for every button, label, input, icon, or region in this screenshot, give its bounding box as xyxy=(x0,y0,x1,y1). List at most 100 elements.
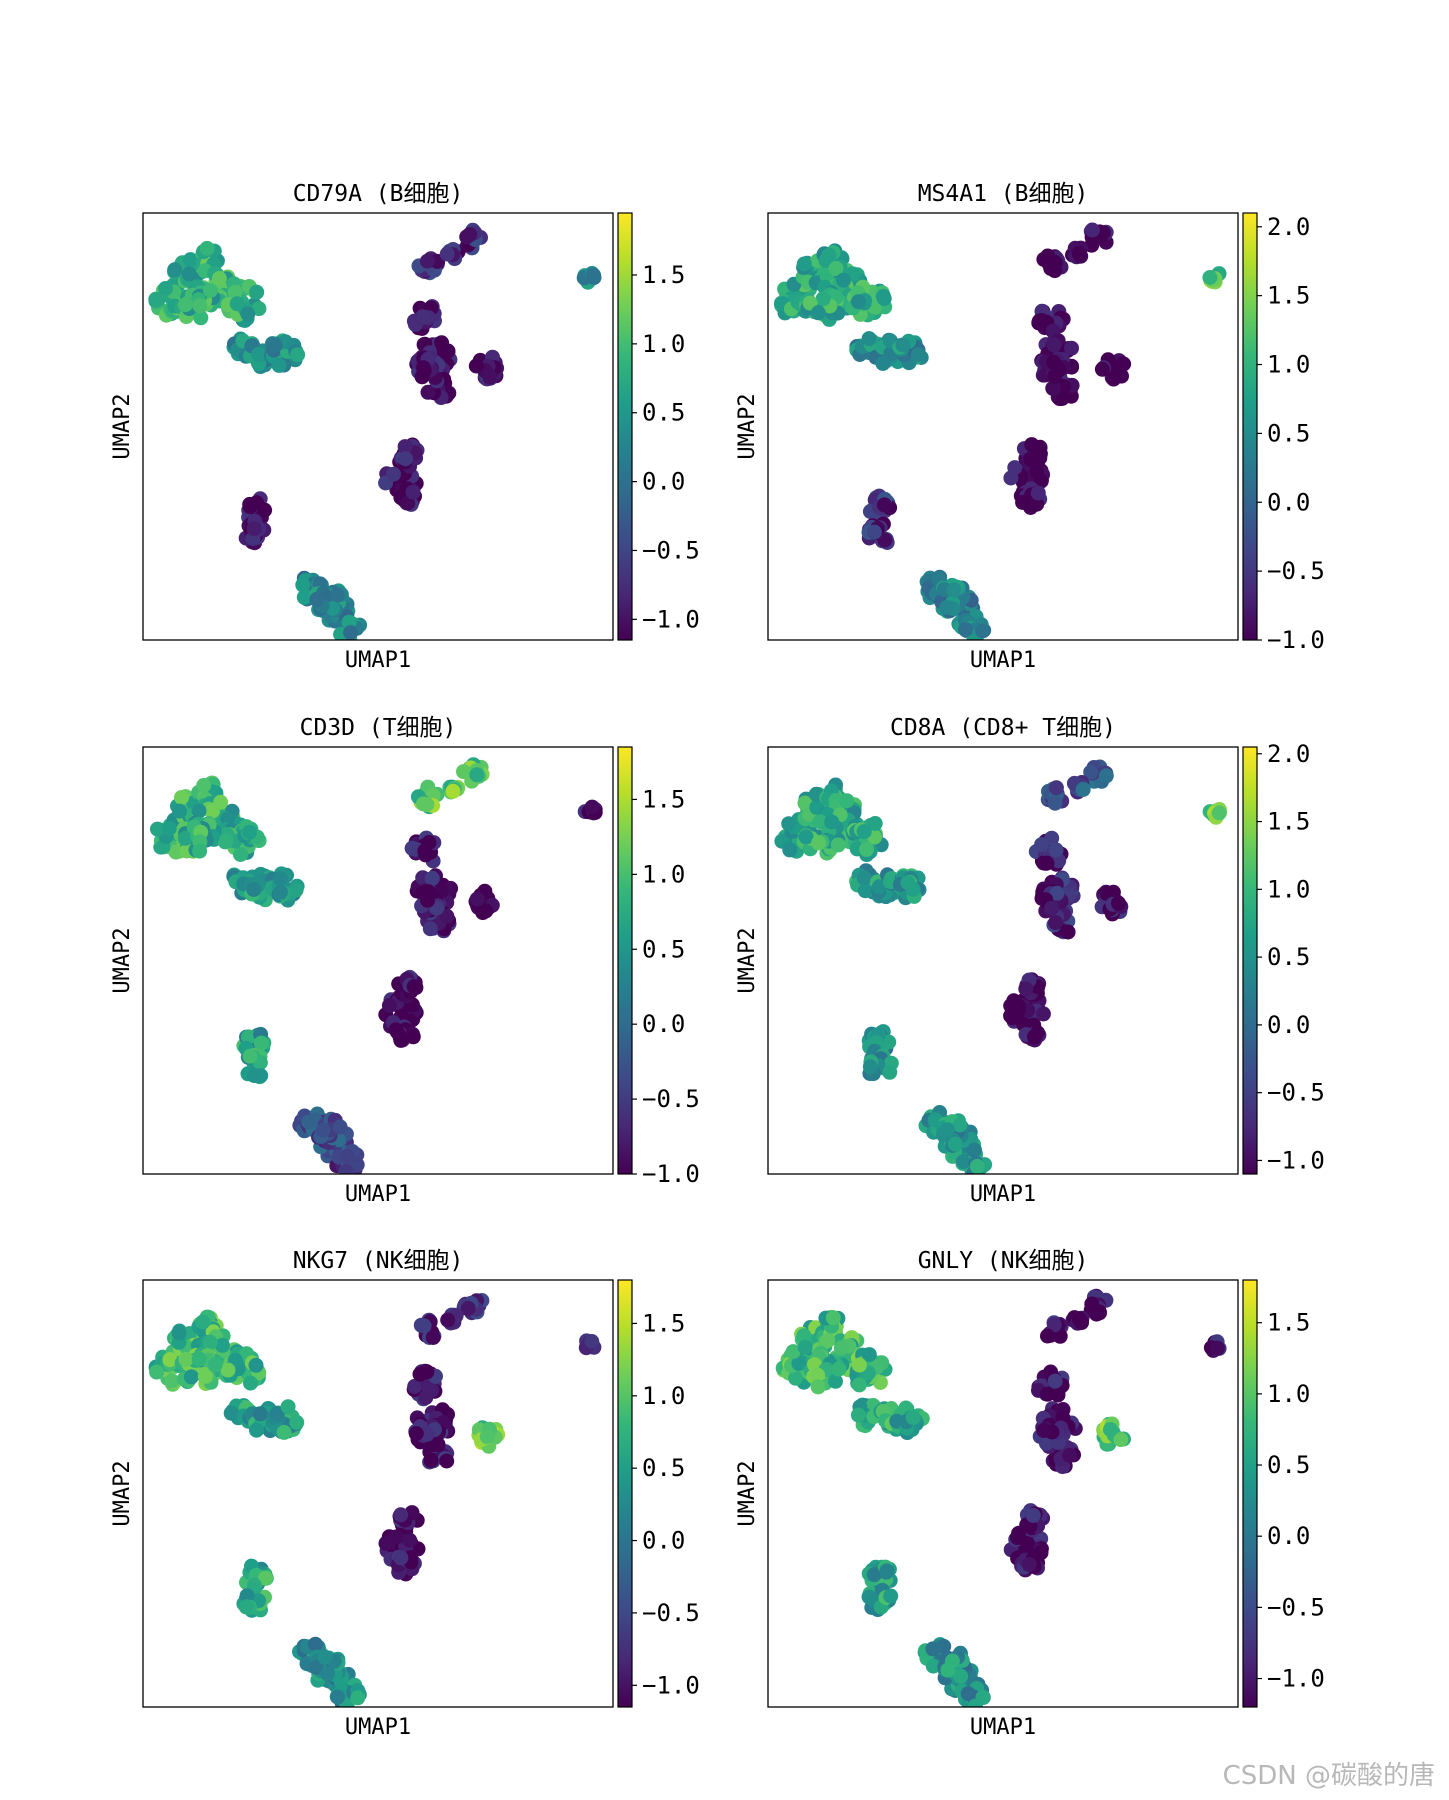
point-DC xyxy=(882,1064,898,1080)
x-axis-label: UMAP1 xyxy=(345,648,411,673)
colorbar-tick-label: 0.0 xyxy=(642,468,685,496)
point-T1 xyxy=(1046,380,1062,396)
point-T1 xyxy=(422,921,438,937)
colorbar-tick-label: 1.0 xyxy=(642,860,685,888)
colorbar-tick-label: −1.0 xyxy=(1267,1665,1325,1693)
point-NK xyxy=(317,1649,333,1665)
point-DC xyxy=(242,1048,258,1064)
point-NK xyxy=(939,1122,955,1138)
y-axis-label: UMAP2 xyxy=(735,927,760,993)
point-B1 xyxy=(181,266,197,282)
point-MONO xyxy=(405,1029,421,1045)
point-NK xyxy=(307,1636,323,1652)
point-B1 xyxy=(171,1325,187,1341)
point-DC xyxy=(258,1570,273,1586)
point-B2 xyxy=(280,1399,296,1415)
point-B1 xyxy=(249,284,265,300)
point-T2 xyxy=(1047,795,1063,811)
point-B1 xyxy=(833,1340,849,1356)
point-B1 xyxy=(867,816,883,831)
point-B1 xyxy=(251,301,267,317)
point-B1 xyxy=(192,298,208,314)
point-B1 xyxy=(161,821,177,836)
colorbar-tick-label: 2.0 xyxy=(1267,740,1310,768)
point-T2 xyxy=(462,227,478,243)
point-NK xyxy=(350,1690,366,1706)
point-DC xyxy=(866,524,882,540)
scatter-points xyxy=(150,757,603,1174)
point-B2 xyxy=(290,347,306,363)
point-B2 xyxy=(272,871,288,887)
point-B1 xyxy=(861,1347,877,1363)
panel-title: CD3D (T细胞) xyxy=(300,715,457,741)
point-B2 xyxy=(273,884,288,900)
point-NK xyxy=(974,623,990,639)
colorbar-tick-label: −0.5 xyxy=(642,1085,700,1113)
point-NK xyxy=(308,1660,324,1675)
colorbar-tick-label: 1.5 xyxy=(1267,808,1310,836)
point-NK xyxy=(315,1122,331,1138)
colorbar-tick-label: −0.5 xyxy=(642,536,700,564)
point-B1 xyxy=(213,794,229,810)
colorbar-tick-label: 1.5 xyxy=(1267,282,1310,310)
point-B1 xyxy=(810,1367,826,1383)
colorbar-gradient xyxy=(617,746,633,1175)
point-T1 xyxy=(439,1453,455,1469)
point-MONO xyxy=(1030,485,1046,501)
colorbar-tick-label: 1.0 xyxy=(642,1382,685,1410)
point-NK xyxy=(338,1163,354,1174)
point-B1 xyxy=(820,1333,836,1349)
point-ISO xyxy=(1209,1340,1225,1356)
point-B2 xyxy=(910,347,926,363)
colorbar-tick-label: −0.5 xyxy=(1267,1079,1325,1107)
point-DC xyxy=(246,521,262,537)
point-B1 xyxy=(825,1310,841,1326)
point-NK xyxy=(957,622,973,638)
point-B1 xyxy=(828,261,844,276)
point-T3 xyxy=(1106,371,1122,387)
point-B1 xyxy=(810,305,826,321)
y-axis-label: UMAP2 xyxy=(735,1460,760,1526)
point-T3 xyxy=(1103,1422,1118,1438)
point-T1 xyxy=(424,870,440,886)
point-T1 xyxy=(420,892,435,908)
colorbar: −1.0 −0.5 0.0 0.5 1.0 1.5 xyxy=(617,212,700,641)
point-B1 xyxy=(199,240,215,256)
point-B1 xyxy=(202,283,218,298)
point-T1 xyxy=(1036,1423,1052,1438)
point-B1 xyxy=(796,1328,812,1344)
colorbar-tick-label: 1.5 xyxy=(642,785,685,813)
colorbar-tick-label: 1.5 xyxy=(1267,1309,1310,1337)
colorbar-tick-label: 0.0 xyxy=(642,1527,685,1555)
point-T2 xyxy=(425,1330,441,1345)
point-T2 xyxy=(1047,263,1063,279)
point-B1 xyxy=(851,1357,867,1373)
point-B2 xyxy=(252,1406,268,1422)
point-T1 xyxy=(1031,313,1047,329)
point-MONO xyxy=(1005,1010,1021,1026)
point-DC xyxy=(877,532,893,548)
point-T1 xyxy=(1046,337,1062,353)
y-axis-label: UMAP2 xyxy=(735,393,760,459)
point-NK xyxy=(946,582,962,598)
point-B1 xyxy=(150,821,165,837)
point-B1 xyxy=(796,256,812,272)
point-B2 xyxy=(288,882,304,898)
colorbar-tick-label: 1.0 xyxy=(1267,1380,1310,1408)
point-B1 xyxy=(240,306,256,322)
point-B2 xyxy=(871,879,887,895)
point-T1 xyxy=(414,369,430,385)
point-T2 xyxy=(420,253,435,269)
point-NK xyxy=(925,1641,941,1657)
colorbar-tick-label: 1.5 xyxy=(642,261,685,289)
panel-title: GNLY (NK细胞) xyxy=(918,1248,1089,1274)
point-MONO xyxy=(378,1535,394,1551)
point-B2 xyxy=(856,870,872,886)
point-T1 xyxy=(408,1426,424,1441)
y-axis-label: UMAP2 xyxy=(110,927,135,993)
point-MONO xyxy=(1025,1507,1041,1523)
point-T2 xyxy=(1098,768,1114,784)
point-T2 xyxy=(419,797,435,812)
point-B1 xyxy=(233,847,248,862)
colorbar-tick-label: −1.0 xyxy=(642,605,700,633)
